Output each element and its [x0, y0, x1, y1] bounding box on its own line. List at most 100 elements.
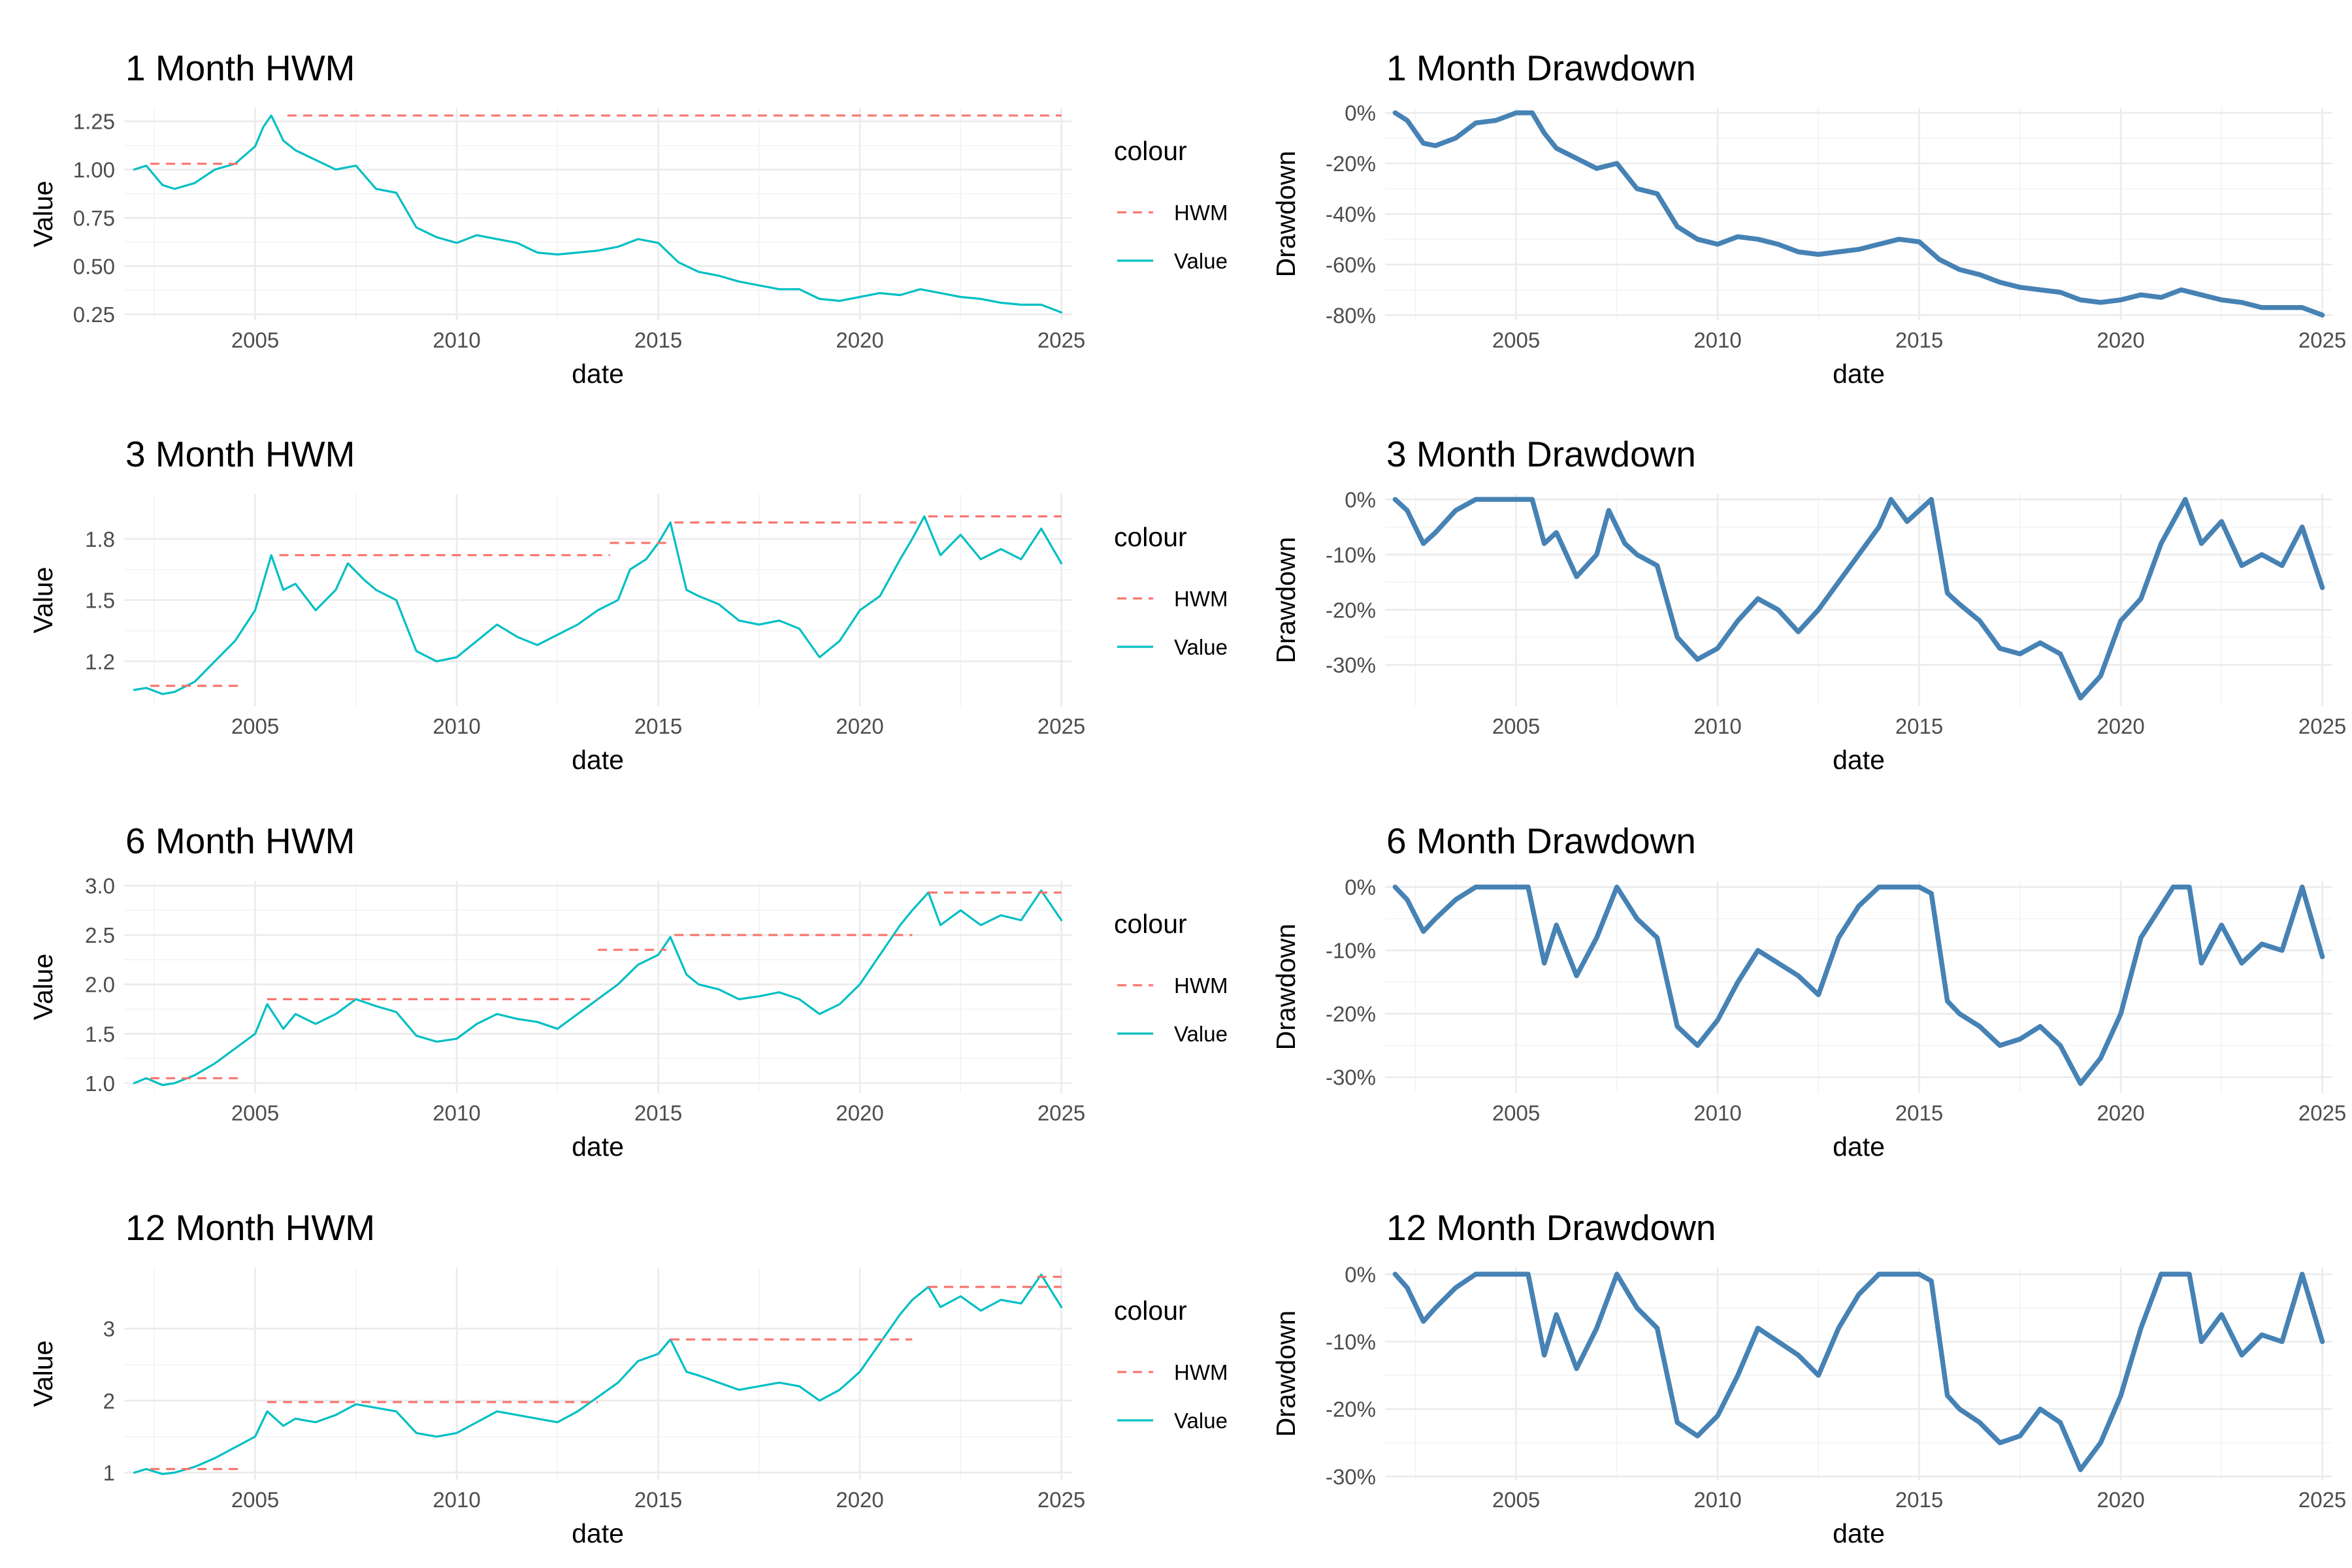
x-tick-label: 2010 — [433, 1488, 480, 1512]
y-tick-label: 1.25 — [73, 110, 115, 134]
legend-title: colour — [1114, 522, 1187, 552]
legend-label: HWM — [1174, 973, 1228, 998]
x-tick-label: 2015 — [634, 1488, 682, 1512]
value-line — [133, 889, 1063, 1086]
y-tick-label: 0% — [1345, 1262, 1376, 1286]
drawdown-line — [1392, 1271, 2325, 1473]
x-tick-label: 2005 — [1492, 714, 1540, 738]
legend-label: HWM — [1174, 201, 1228, 225]
x-axis-title: date — [1833, 1518, 1885, 1548]
x-tick-label: 2005 — [1492, 1101, 1540, 1125]
y-tick-label: 3.0 — [85, 874, 115, 898]
y-tick-label: 1.2 — [85, 649, 115, 674]
y-axis-title: Drawdown — [1271, 1311, 1301, 1437]
y-tick-label: -10% — [1326, 939, 1376, 963]
x-tick-label: 2025 — [1037, 328, 1085, 352]
x-tick-label: 2020 — [2097, 1101, 2144, 1125]
x-axis-title: date — [572, 1132, 624, 1162]
y-tick-label: 2 — [103, 1389, 115, 1413]
legend-label: Value — [1174, 1409, 1228, 1433]
panel-title: 12 Month Drawdown — [1386, 1207, 1716, 1248]
legend-label: HWM — [1174, 587, 1228, 611]
x-tick-label: 2005 — [1492, 1488, 1540, 1512]
y-axis-title: Drawdown — [1271, 924, 1301, 1051]
legend-label: Value — [1174, 635, 1228, 659]
drawdown-line — [1392, 110, 2325, 318]
x-tick-label: 2005 — [231, 714, 279, 738]
x-tick-label: 2010 — [433, 1101, 480, 1125]
y-tick-label: -20% — [1326, 1397, 1376, 1422]
legend-label: Value — [1174, 249, 1228, 273]
x-tick-label: 2020 — [836, 1101, 883, 1125]
x-tick-label: 2015 — [1895, 1488, 1943, 1512]
panel-title: 12 Month HWM — [125, 1207, 375, 1248]
x-tick-label: 2015 — [1895, 328, 1943, 352]
y-tick-label: -20% — [1326, 598, 1376, 622]
value-line — [133, 1273, 1063, 1475]
panel-1: 2005 2010 2015 2020 2025 0.25 0.50 0.75 1.00 1.25… — [28, 48, 1228, 389]
x-tick-label: 2020 — [2097, 328, 2144, 352]
panel-7: 2005 2010 2015 2020 2025 1 2 3 12 Month HWM date V… — [28, 1207, 1228, 1548]
panel-title: 6 Month HWM — [125, 821, 355, 861]
x-tick-label: 2010 — [1693, 714, 1741, 738]
y-tick-label: 0% — [1345, 101, 1376, 125]
panel-6: 2005 2010 2015 2020 2025 0% -10% -20% -30% 6 Mont… — [1271, 821, 2346, 1162]
x-tick-label: 2025 — [1037, 1101, 1085, 1125]
y-tick-label: 1.00 — [73, 158, 115, 182]
y-tick-label: 1.0 — [85, 1071, 115, 1096]
x-tick-label: 2010 — [433, 714, 480, 738]
panel-4: 2005 2010 2015 2020 2025 0% -10% -20% -30% 3 Mont… — [1271, 434, 2346, 775]
x-axis-title: date — [1833, 359, 1885, 389]
x-tick-label: 2025 — [2298, 714, 2346, 738]
y-tick-label: -30% — [1326, 1465, 1376, 1489]
legend: colour HWM Value — [1114, 136, 1228, 273]
x-tick-label: 2010 — [433, 328, 480, 352]
y-tick-label: 1.5 — [85, 1022, 115, 1046]
x-tick-label: 2020 — [2097, 714, 2144, 738]
x-tick-label: 2010 — [1693, 1101, 1741, 1125]
value-line — [133, 515, 1063, 695]
legend-title: colour — [1114, 136, 1187, 166]
x-tick-label: 2020 — [836, 1488, 883, 1512]
y-axis-title: Drawdown — [1271, 537, 1301, 664]
x-tick-label: 2020 — [2097, 1488, 2144, 1512]
x-tick-label: 2005 — [1492, 328, 1540, 352]
legend-title: colour — [1114, 1296, 1187, 1326]
x-tick-label: 2015 — [634, 328, 682, 352]
panel-title: 6 Month Drawdown — [1386, 821, 1696, 861]
x-tick-label: 2025 — [1037, 714, 1085, 738]
legend: colour HWM Value — [1114, 1296, 1228, 1433]
x-tick-label: 2005 — [231, 1101, 279, 1125]
y-tick-label: -10% — [1326, 543, 1376, 567]
x-tick-label: 2025 — [1037, 1488, 1085, 1512]
x-tick-label: 2025 — [2298, 1488, 2346, 1512]
panel-8: 2005 2010 2015 2020 2025 0% -10% -20% -30% 12 Mon… — [1271, 1207, 2346, 1548]
y-tick-label: -80% — [1326, 303, 1376, 327]
y-tick-label: -20% — [1326, 152, 1376, 176]
x-tick-label: 2015 — [1895, 1101, 1943, 1125]
y-tick-label: 1.8 — [85, 527, 115, 551]
y-tick-label: -40% — [1326, 203, 1376, 227]
x-axis-title: date — [1833, 745, 1885, 775]
y-tick-label: 0.50 — [73, 254, 115, 278]
y-tick-label: 0% — [1345, 875, 1376, 900]
x-axis-title: date — [572, 359, 624, 389]
x-axis-title: date — [572, 745, 624, 775]
panel-title: 3 Month Drawdown — [1386, 434, 1696, 474]
y-tick-label: -60% — [1326, 253, 1376, 277]
y-tick-label: 0.75 — [73, 206, 115, 230]
legend-label: Value — [1174, 1022, 1228, 1046]
value-line — [133, 114, 1063, 314]
x-tick-label: 2010 — [1693, 328, 1741, 352]
y-tick-label: 0.25 — [73, 302, 115, 327]
y-tick-label: 2.0 — [85, 973, 115, 997]
y-axis-title: Drawdown — [1271, 151, 1301, 278]
drawdown-line — [1392, 884, 2325, 1086]
panel-title: 1 Month HWM — [125, 48, 355, 88]
y-tick-label: -20% — [1326, 1002, 1376, 1026]
x-axis-title: date — [572, 1518, 624, 1548]
legend-title: colour — [1114, 909, 1187, 939]
x-tick-label: 2025 — [2298, 1101, 2346, 1125]
x-tick-label: 2015 — [1895, 714, 1943, 738]
y-tick-label: 3 — [103, 1317, 115, 1341]
